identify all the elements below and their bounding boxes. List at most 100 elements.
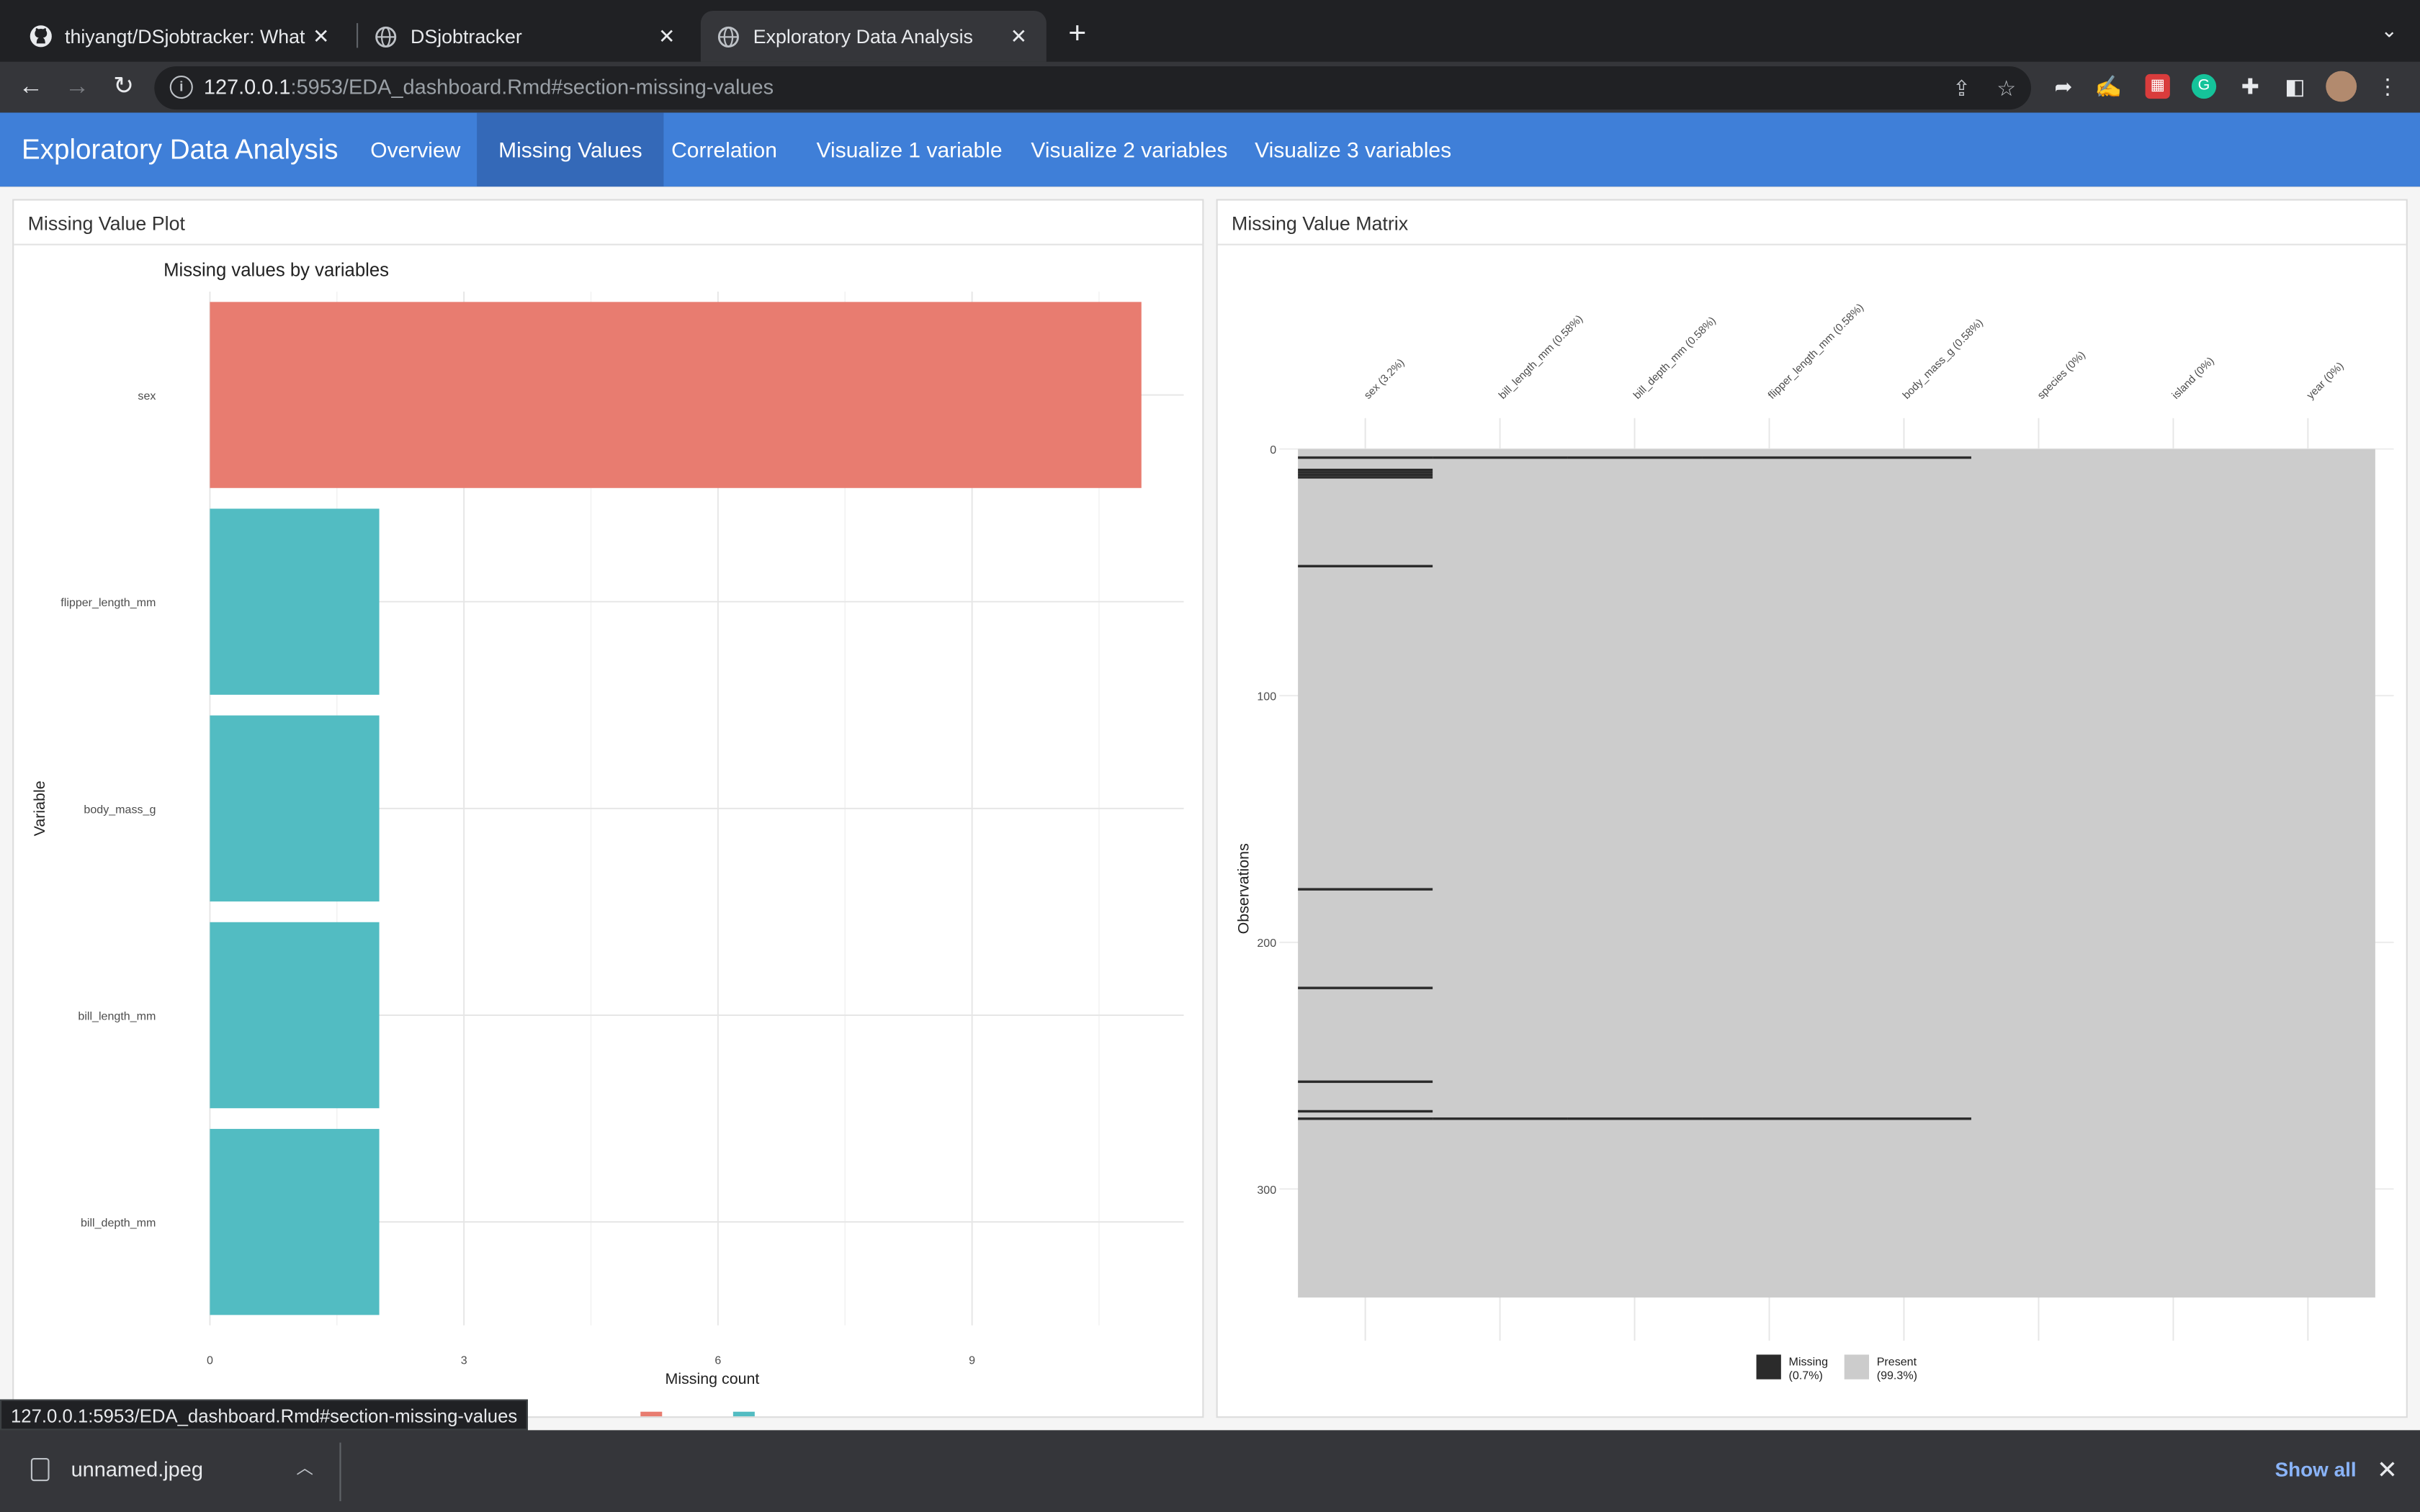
- address-bar[interactable]: i 127.0.0.1:5953/EDA_dashboard.Rmd#secti…: [154, 66, 2032, 110]
- bar-flipper_length_mm: [210, 508, 380, 695]
- missing-cell: [1298, 471, 1433, 474]
- y-tick-label: 200: [1257, 937, 1276, 950]
- legend-swatch-character: [640, 1411, 663, 1417]
- star-icon[interactable]: ☆: [1996, 76, 2017, 101]
- chevron-up-icon[interactable]: ︿: [296, 1459, 313, 1478]
- nav-missing-values[interactable]: Missing Values: [477, 112, 664, 187]
- legend-label: Present: [1877, 1355, 1917, 1368]
- missing-cell: [1298, 1080, 1433, 1084]
- dashboard-title[interactable]: Exploratory Data Analysis: [22, 134, 339, 166]
- browser-tab-bar: thiyangt/DSjobtracker: What sk ✕ DSjobtr…: [0, 0, 2420, 62]
- browser-toolbar: ← → ↻ i 127.0.0.1:5953/EDA_dashboard.Rmd…: [0, 61, 2420, 113]
- missing-value-matrix-chart: sex (3.2%) bill_length_mm (0.58%) bill_dep…: [1235, 301, 2394, 1382]
- url-text: 127.0.0.1:5953/EDA_dashboard.Rmd#section…: [204, 76, 774, 99]
- bar-bill_length_mm: [210, 922, 380, 1109]
- legend-swatch-present: [1844, 1354, 1869, 1380]
- missing-cell: [1702, 456, 1837, 459]
- dashboard-content: Missing Value Plot sex flipper_length_mm b…: [0, 186, 2420, 1431]
- download-filename[interactable]: unnamed.jpeg: [71, 1457, 203, 1482]
- back-icon[interactable]: ←: [18, 73, 43, 101]
- tab-title: Exploratory Data Analysis: [753, 25, 973, 48]
- nav-correlation[interactable]: Correlation: [671, 137, 777, 162]
- dashboard-navbar: Exploratory Data Analysis Overview Missi…: [0, 112, 2420, 187]
- share-icon[interactable]: ⇪: [1952, 76, 1971, 101]
- puzzle-extensions-icon[interactable]: ✚: [2241, 73, 2259, 99]
- card-title: Missing Value Matrix: [1217, 201, 2406, 246]
- missing-cell: [1298, 476, 1433, 479]
- legend-swatch-missing: [1756, 1354, 1781, 1380]
- new-tab-icon[interactable]: +: [1068, 17, 1087, 51]
- y-tick-label: 0: [1270, 444, 1276, 456]
- missing-value-matrix-card: Missing Value Matrix sex (3.2%) bill_leng…: [1216, 199, 2408, 1418]
- card-title: Missing Value Plot: [14, 201, 1203, 246]
- missing-cell: [1298, 1110, 1433, 1113]
- missing-cell: [1298, 456, 1433, 459]
- extension-red-icon[interactable]: ▦: [2145, 73, 2170, 99]
- close-icon[interactable]: ✕: [1010, 24, 1027, 48]
- forward-share-icon[interactable]: ➦: [2054, 73, 2073, 99]
- github-icon: [28, 24, 53, 48]
- missing-cell: [1567, 456, 1703, 459]
- menu-dots-icon[interactable]: ⋮: [2377, 73, 2398, 99]
- tab-dsjobtracker[interactable]: DSjobtracker ✕: [358, 11, 694, 62]
- y-axis-label: Observations: [1235, 843, 1252, 934]
- x-tick-label: 0: [207, 1354, 213, 1367]
- column-label: bill_depth_mm (0.58%): [1631, 315, 1718, 402]
- missing-cell: [1298, 986, 1433, 989]
- tab-separator: [356, 23, 359, 48]
- legend-label: Missing: [1789, 1355, 1828, 1368]
- nav-visualize-3[interactable]: Visualize 3 variables: [1255, 137, 1452, 162]
- globe-icon: [716, 24, 740, 48]
- divider: [339, 1442, 341, 1501]
- status-bar-url: 127.0.0.1:5953/EDA_dashboard.Rmd#section…: [0, 1399, 529, 1431]
- tab-title: DSjobtracker: [411, 25, 522, 48]
- x-tick-label: 9: [969, 1354, 975, 1367]
- column-label: flipper_length_mm (0.58%): [1766, 301, 1866, 401]
- globe-icon: [374, 24, 398, 48]
- tab-title: thiyangt/DSjobtracker: What sk: [65, 25, 309, 48]
- reload-icon[interactable]: ↻: [113, 73, 134, 101]
- y-tick-label: 300: [1257, 1184, 1276, 1197]
- y-axis-label: Variable: [31, 780, 48, 836]
- chevron-down-icon[interactable]: ⌄: [2380, 18, 2398, 42]
- present-area: [1298, 449, 2375, 1298]
- legend-swatch-numeric: [732, 1411, 755, 1417]
- url-host: 127.0.0.1: [203, 76, 291, 99]
- missing-cell: [1298, 1117, 1433, 1120]
- grammarly-icon[interactable]: G: [2191, 73, 2217, 99]
- close-icon[interactable]: ✕: [2377, 1457, 2398, 1485]
- y-tick-label: bill_depth_mm: [81, 1217, 156, 1230]
- tab-eda-active[interactable]: Exploratory Data Analysis ✕: [700, 11, 1047, 62]
- legend-sublabel: (0.7%): [1789, 1369, 1823, 1382]
- nav-visualize-2[interactable]: Visualize 2 variables: [1031, 137, 1228, 162]
- legend-title: Variable type: [539, 1415, 627, 1416]
- y-tick-label: 100: [1257, 690, 1276, 703]
- legend-sublabel: (99.3%): [1877, 1369, 1917, 1382]
- column-label: bill_length_mm (0.58%): [1497, 312, 1585, 401]
- url-path: :5953/EDA_dashboard.Rmd#section-missing-…: [290, 76, 774, 99]
- missing-cell: [1837, 1117, 1971, 1120]
- missing-cell: [1702, 1117, 1837, 1120]
- bar-sex: [210, 302, 1142, 488]
- side-panel-icon[interactable]: ◧: [2285, 73, 2305, 99]
- missing-cell: [1298, 473, 1433, 477]
- nav-visualize-1[interactable]: Visualize 1 variable: [816, 137, 1003, 162]
- y-tick-label: bill_length_mm: [78, 1009, 156, 1022]
- site-info-icon[interactable]: i: [169, 76, 193, 99]
- close-icon[interactable]: ✕: [313, 24, 330, 48]
- nav-overview[interactable]: Overview: [370, 137, 461, 162]
- missing-cell: [1433, 1117, 1568, 1120]
- missing-value-plot-card: Missing Value Plot sex flipper_length_mm b…: [12, 199, 1204, 1418]
- close-icon[interactable]: ✕: [658, 24, 676, 48]
- signature-extension-icon[interactable]: ✍: [2094, 73, 2122, 99]
- tab-github[interactable]: thiyangt/DSjobtracker: What sk ✕: [12, 11, 349, 62]
- column-label: body_mass_g (0.58%): [1901, 317, 1986, 402]
- y-tick-label: sex: [138, 390, 156, 402]
- missing-cell: [1433, 456, 1568, 459]
- forward-icon[interactable]: →: [65, 73, 90, 101]
- x-axis-label: Missing count: [665, 1370, 759, 1387]
- column-label: species (0%): [2035, 348, 2088, 401]
- download-shelf: unnamed.jpeg ︿ Show all ✕: [0, 1430, 2420, 1512]
- show-all-button[interactable]: Show all: [2275, 1457, 2357, 1482]
- profile-avatar[interactable]: [2326, 71, 2357, 102]
